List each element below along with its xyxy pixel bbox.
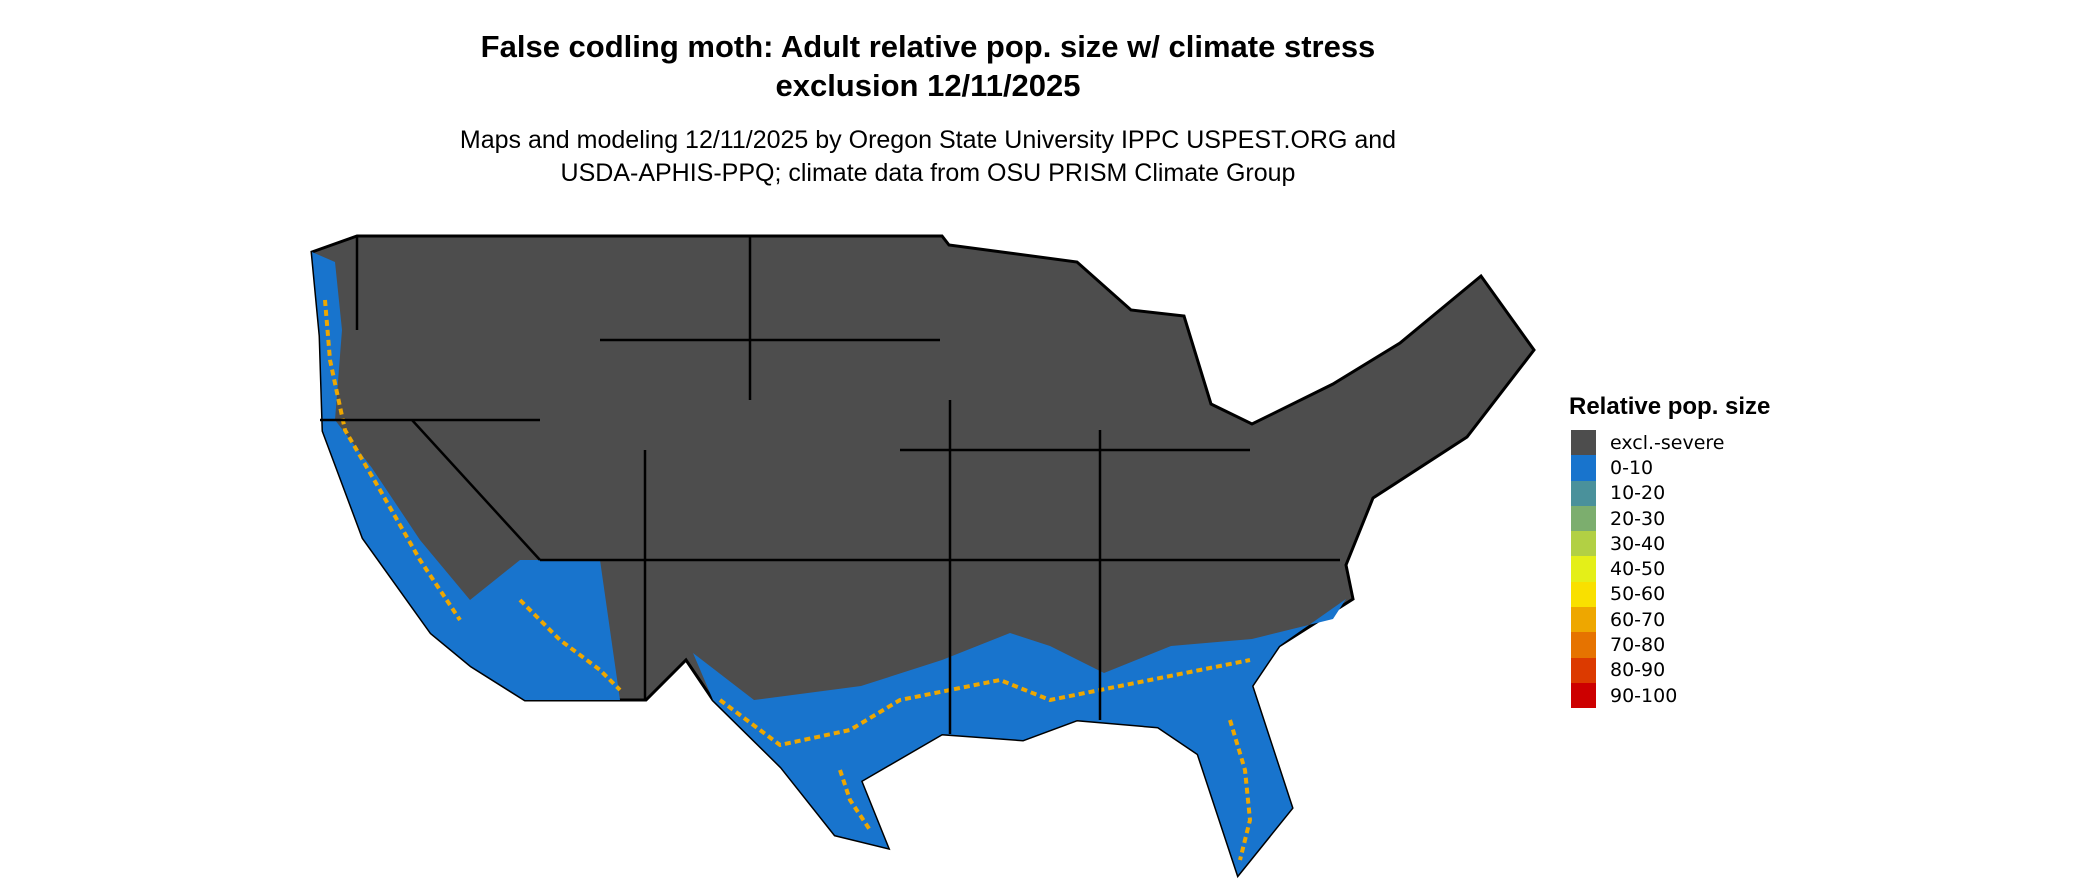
legend-item: 70-80	[1571, 632, 1770, 658]
legend-label: 90-100	[1610, 684, 1678, 707]
map-title-line2: exclusion 12/11/2025	[775, 68, 1081, 103]
legend-swatch	[1571, 531, 1596, 557]
legend-swatch	[1571, 682, 1596, 709]
legend-item: 40-50	[1571, 556, 1770, 582]
legend-item: 90-100	[1571, 682, 1770, 709]
legend-label: 0-10	[1610, 456, 1654, 479]
legend-label: 40-50	[1610, 558, 1666, 581]
legend-title: Relative pop. size	[1569, 393, 1771, 420]
legend-item: 80-90	[1571, 657, 1770, 683]
legend-label: excl.-severe	[1610, 431, 1725, 454]
conus-excluded-area	[310, 234, 1536, 879]
legend-swatch	[1571, 556, 1596, 582]
arizona-streak	[518, 598, 622, 692]
state-borders	[320, 236, 1340, 734]
legend-label: 10-20	[1610, 482, 1666, 505]
legend-label: 50-60	[1610, 583, 1666, 606]
legend-swatch	[1571, 430, 1596, 456]
border-line	[411, 419, 541, 561]
legend-item: 30-40	[1571, 531, 1770, 557]
legend-item: 10-20	[1571, 480, 1770, 506]
legend-label: 80-90	[1610, 659, 1666, 682]
california-streak	[323, 299, 462, 622]
legend-item: 50-60	[1571, 581, 1770, 608]
legend-item: 0-10	[1571, 455, 1770, 481]
high-suitability-streaks	[323, 299, 1253, 861]
legend-swatch	[1571, 607, 1596, 633]
legend-item: excl.-severe	[1571, 430, 1770, 456]
legend-label: 70-80	[1610, 634, 1666, 657]
legend-swatch	[1571, 632, 1596, 658]
legend-label: 30-40	[1610, 532, 1666, 555]
legend-label: 20-30	[1610, 507, 1666, 530]
texas-streak	[838, 769, 872, 832]
legend-swatch	[1571, 455, 1596, 481]
map-title-line1: False codling moth: Adult relative pop. …	[480, 29, 1376, 64]
map-subtitle-line2: USDA-APHIS-PPQ; climate data from OSU PR…	[560, 159, 1296, 187]
legend-item: 20-30	[1571, 505, 1770, 532]
map-subtitle-line1: Maps and modeling 12/11/2025 by Oregon S…	[459, 126, 1397, 154]
legend-swatch	[1571, 657, 1596, 683]
legend-label: 60-70	[1610, 608, 1666, 631]
legend-item: 60-70	[1571, 607, 1770, 633]
legend-swatch	[1571, 505, 1596, 532]
legend: Relative pop. size excl.-severe 0-10 10-20…	[1569, 393, 1771, 709]
legend-swatch	[1571, 581, 1596, 608]
west-coast-suitable-area	[312, 252, 620, 700]
legend-swatch	[1571, 480, 1596, 506]
florida-streak	[1228, 719, 1253, 861]
gulf-streak	[718, 658, 1251, 748]
